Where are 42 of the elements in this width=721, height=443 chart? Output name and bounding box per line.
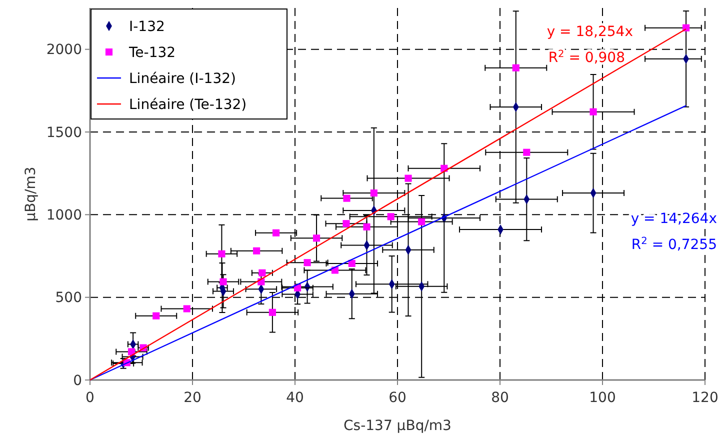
x-tick-label: 80 [491, 390, 509, 406]
y-axis-title: µBq/m3 [23, 166, 39, 222]
x-tick-label: 120 [692, 390, 718, 406]
point [387, 213, 394, 220]
point [128, 348, 136, 356]
point [512, 64, 520, 72]
x-tick-label: 40 [286, 390, 304, 406]
point [312, 234, 320, 242]
point [253, 247, 260, 254]
annotation: R$^{2}$ = 0,908 [548, 48, 625, 66]
point [183, 305, 190, 312]
y-tick-label: 0 [73, 372, 82, 389]
y-tick-label: 2000 [46, 42, 82, 58]
point [348, 260, 356, 267]
x-tick-label: 60 [388, 390, 406, 406]
point [272, 229, 280, 236]
y-tick-label: 500 [55, 290, 82, 306]
point [220, 278, 227, 286]
legend-label: Te-132 [128, 44, 176, 61]
point [363, 223, 370, 230]
point [258, 269, 266, 276]
point [523, 148, 530, 156]
point [343, 194, 350, 202]
legend-label: I-132 [129, 18, 165, 35]
x-axis-title: Cs-137 µBq/m3 [344, 418, 452, 434]
point [370, 189, 378, 197]
point [590, 108, 597, 116]
point [418, 218, 426, 226]
x-tick-label: 100 [589, 390, 616, 406]
point [218, 250, 226, 258]
legend-label: Linéaire (Te-132) [129, 96, 247, 113]
annotation: y = 18,254x [546, 24, 633, 40]
x-tick-label: 20 [184, 390, 202, 406]
y-tick-label: 1000 [46, 208, 82, 224]
x-tick-label: 0 [86, 390, 94, 406]
y-tick-label: 1500 [46, 124, 82, 141]
point [268, 308, 276, 316]
point [404, 174, 412, 182]
point [152, 312, 160, 320]
point [342, 220, 350, 228]
point [304, 259, 311, 266]
legend-label: Linéaire (I-132) [129, 70, 236, 87]
